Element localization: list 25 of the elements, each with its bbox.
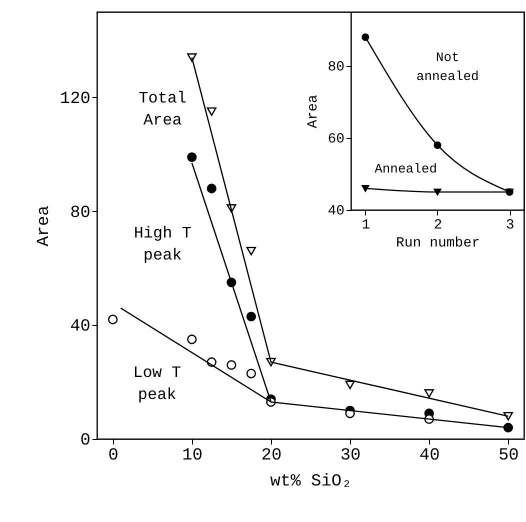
- x-tick-label: 2: [434, 218, 442, 234]
- x-axis-title: wt% SiO₂: [270, 472, 352, 492]
- y-tick-label: 40: [70, 318, 90, 337]
- x-axis-title: Run number: [396, 236, 480, 252]
- series-label: Not annealed: [416, 50, 479, 84]
- x-tick-label: 40: [419, 446, 440, 466]
- series-label: Total Area: [138, 89, 187, 130]
- y-tick-label: 120: [60, 90, 90, 109]
- x-tick-label: 20: [261, 446, 282, 466]
- y-tick-label: 60: [328, 132, 344, 148]
- x-tick-label: 30: [340, 446, 361, 466]
- text: High T peak: [134, 224, 192, 264]
- series-label: Low T peak: [133, 364, 182, 404]
- y-axis-title: Area: [306, 94, 322, 128]
- y-tick-label: 0: [80, 432, 90, 450]
- x-tick-label: 50: [498, 446, 519, 466]
- x-tick-label: 3: [506, 218, 514, 234]
- y-tick-label: 40: [328, 204, 344, 220]
- series-label: Annealed: [374, 162, 437, 177]
- x-tick-label: 0: [108, 446, 118, 466]
- y-tick-label: 80: [328, 60, 344, 76]
- x-tick-label: 10: [182, 446, 203, 466]
- y-axis-title: Area: [34, 206, 54, 246]
- x-tick-label: 1: [362, 218, 370, 234]
- y-tick-label: 80: [70, 204, 90, 223]
